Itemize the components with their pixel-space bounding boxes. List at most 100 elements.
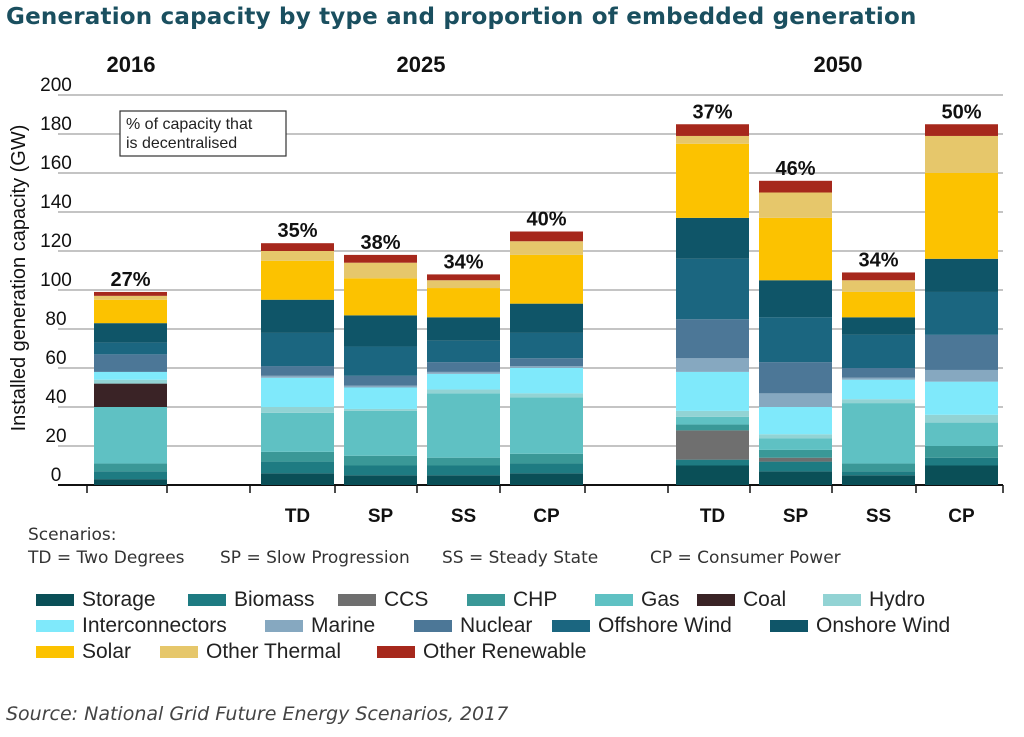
legend-swatch [188,594,226,606]
bar-segment-offshore-wind [925,291,998,335]
bar-segment-other-renewable [427,274,500,281]
bar-segment-onshore-wind [94,323,167,343]
x-tick-label: TD [700,506,725,527]
annotation-box: % of capacity that is decentralised [119,110,287,157]
legend-item: Other Renewable [377,640,587,663]
legend-item: Offshore Wind [552,614,732,637]
y-tick-label: 0 [51,465,62,486]
bar-segment-hydro [94,379,167,384]
x-tick-label: TD [285,506,310,527]
x-tick-label: SS [451,506,476,527]
bar-segment-storage [427,475,500,485]
x-tick-label: CP [533,506,560,527]
legend-item: Solar [36,640,131,663]
bar-segment-gas [94,407,167,464]
legend-label: CHP [513,588,558,611]
bar-segment-other-renewable [925,124,998,136]
percent-label: 40% [526,209,566,231]
bar-segment-marine [925,369,998,382]
bar-segment-gas [510,397,583,454]
scenario-def-ss: SS = Steady State [442,548,599,568]
legend-label: Interconnectors [82,614,227,637]
y-tick-label: 60 [45,348,66,369]
scenarios-heading: Scenarios: [28,525,117,545]
bar-segment-gas [842,403,915,464]
bar-segment-other-renewable [842,272,915,281]
bar-segment-other-renewable [510,231,583,242]
bar-segment-nuclear [427,362,500,372]
bar-segment-biomass [261,461,334,474]
legend-item: Hydro [823,588,925,611]
bar-segment-interconnectors [510,368,583,394]
bar-segment-onshore-wind [510,303,583,333]
legend-label: Onshore Wind [816,614,951,637]
y-tick-label: 140 [40,192,72,213]
x-tick-label: CP [948,506,975,527]
bar-segment-solar [759,217,832,281]
legend-label: Marine [311,614,376,637]
bar-segment-other-thermal [759,192,832,218]
y-tick-label: 200 [40,75,72,96]
bar-segment-marine [344,385,417,388]
y-tick-label: 100 [40,270,72,291]
legend-swatch [697,594,735,606]
legend-item: Biomass [188,588,315,611]
legend-swatch [552,620,590,632]
legend-label: Coal [743,588,787,611]
bar-segment-offshore-wind [94,342,167,355]
bar-segment-biomass [842,471,915,476]
bar-segment-ccs [759,457,832,462]
bar-segment-storage [842,475,915,485]
y-axis-label: Installed generation capacity (GW) [8,125,30,432]
bar-segment-interconnectors [759,407,832,435]
bar-segment-nuclear [925,334,998,370]
bar-segment-biomass [94,471,167,480]
bar-segment-hydro [925,414,998,423]
bar-segment-other-thermal [344,262,417,279]
bar-segment-other-thermal [94,295,167,300]
percent-label: 38% [360,232,400,254]
bar-segment-nuclear [676,319,749,359]
bar-segment-offshore-wind [427,340,500,363]
percent-label: 34% [858,249,898,271]
bar-segment-other-thermal [427,280,500,289]
bar-segment-gas [676,416,749,425]
bar-segment-onshore-wind [842,317,915,335]
legend-label: Biomass [234,588,315,611]
bar-segment-chp [842,463,915,472]
legend-item: Gas [595,588,680,611]
bar-segment-other-renewable [759,180,832,193]
bar-segment-interconnectors [344,387,417,409]
bar-segment-marine [842,377,915,380]
bar-segment-onshore-wind [676,217,749,259]
percent-label: 46% [775,158,815,180]
legend-label: Storage [82,588,156,611]
percent-label: 35% [277,220,317,242]
bar-segment-marine [759,393,832,407]
bar-segment-solar [510,254,583,304]
x-tick-label: SP [783,506,809,527]
x-tick-label: SS [866,506,891,527]
y-tick-labels: 0 20 40 60 80 100 120 140 160 180 200 [40,75,72,486]
legend-item: Nuclear [414,614,533,637]
x-tick-labels: TD SP SS CP TD SP SS CP [285,506,975,527]
annotation-line: is decentralised [126,135,237,152]
percent-label: 27% [110,269,150,291]
legend-label: Other Thermal [206,640,341,663]
bar-segment-other-thermal [676,135,749,144]
bar-segment-hydro [261,407,334,413]
legend-swatch [595,594,633,606]
bar-segment-other-thermal [261,251,334,261]
legend-label: Other Renewable [423,640,587,663]
bar-segment-gas [759,438,832,450]
bar-segment-storage [676,465,749,485]
legend-label: Nuclear [460,614,533,637]
group-label: 2016 [107,52,156,77]
y-tick-label: 80 [45,309,66,330]
chart-title: Generation capacity by type and proporti… [6,4,917,30]
bar-segment-solar [344,278,417,316]
bar-segment-biomass [344,465,417,476]
legend-swatch [770,620,808,632]
bar-layer [94,124,998,485]
